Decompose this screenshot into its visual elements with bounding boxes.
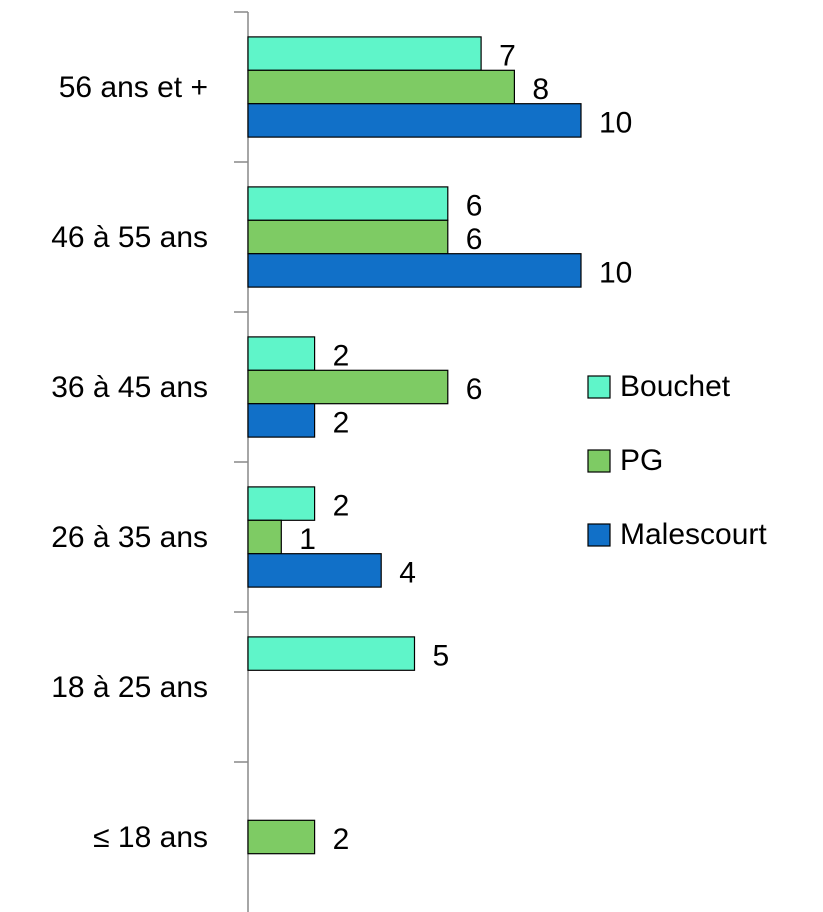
value-label: 7 xyxy=(499,40,516,73)
bar xyxy=(247,553,382,588)
bar xyxy=(247,336,316,371)
bar xyxy=(247,636,416,671)
y-tick-label: 36 à 45 ans xyxy=(51,371,208,404)
bar xyxy=(247,219,449,255)
legend-label: Bouchet xyxy=(620,370,731,403)
value-label: 4 xyxy=(399,556,416,589)
y-tick-label: 46 à 55 ans xyxy=(51,221,208,254)
bar xyxy=(247,103,582,138)
value-label: 10 xyxy=(599,106,632,139)
y-tick-label: 18 à 25 ans xyxy=(51,671,208,704)
bar xyxy=(247,819,316,855)
value-label: 6 xyxy=(466,223,483,256)
legend-swatch xyxy=(587,523,611,547)
y-tick-label: 26 à 35 ans xyxy=(51,521,208,554)
legend-swatch xyxy=(587,449,611,473)
value-label: 6 xyxy=(466,190,483,223)
value-label: 6 xyxy=(466,373,483,406)
value-label: 5 xyxy=(433,640,450,673)
bar xyxy=(247,403,316,438)
value-label: 2 xyxy=(333,340,350,373)
legend-label: Malescourt xyxy=(620,518,767,551)
value-label: 2 xyxy=(333,406,350,439)
value-label: 2 xyxy=(333,823,350,856)
y-tick-label: ≤ 18 ans xyxy=(93,821,208,854)
value-label: 10 xyxy=(599,256,632,289)
y-tick-label: 56 ans et + xyxy=(59,71,208,104)
bar xyxy=(247,369,449,405)
bar xyxy=(247,36,482,71)
bar xyxy=(247,486,316,521)
bar xyxy=(247,186,449,221)
bar xyxy=(247,519,282,555)
legend-swatch xyxy=(587,375,611,399)
legend-label: PG xyxy=(620,444,663,477)
value-label: 8 xyxy=(532,73,549,106)
bar xyxy=(247,253,582,288)
value-label: 2 xyxy=(333,490,350,523)
bar xyxy=(247,69,515,105)
value-label: 1 xyxy=(299,523,316,556)
